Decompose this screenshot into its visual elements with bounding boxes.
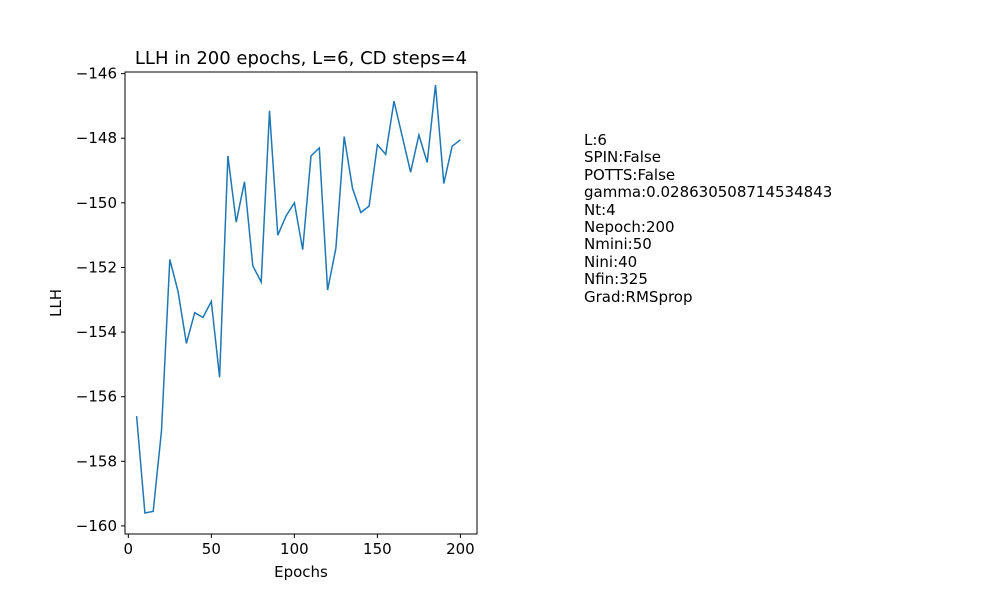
param-gamma: gamma:0.028630508714534843	[584, 183, 833, 202]
y-tick-label: −154	[76, 323, 117, 341]
x-axis: 0 50 100 150 200	[124, 534, 475, 558]
param-nmini: Nmini:50	[584, 235, 652, 254]
y-tick-label: −146	[76, 65, 117, 83]
y-tick-label: −152	[76, 258, 117, 276]
y-tick-label: −160	[76, 517, 117, 535]
param-grad: Grad:RMSprop	[584, 287, 693, 306]
y-axis: −160 −158 −156 −154 −152 −150 −148 −146	[76, 65, 125, 535]
y-tick-label: −158	[76, 452, 117, 470]
param-nfin: Nfin:325	[584, 270, 648, 289]
plot-frame	[124, 71, 478, 535]
x-axis-label: Epochs	[274, 563, 328, 581]
y-tick-label: −156	[76, 388, 117, 406]
param-l: L:6	[584, 131, 607, 149]
parameters-panel: L:6 SPIN:False POTTS:False gamma:0.02863…	[584, 131, 833, 306]
y-tick-label: −148	[76, 129, 117, 147]
x-tick-label: 200	[446, 540, 475, 558]
x-tick-label: 150	[363, 540, 392, 558]
param-nepoch: Nepoch:200	[584, 218, 675, 237]
y-axis-label: LLH	[47, 289, 65, 317]
y-tick-label: −150	[76, 194, 117, 212]
llh-series-line	[135, 84, 461, 514]
chart-title: LLH in 200 epochs, L=6, CD steps=4	[135, 48, 467, 69]
param-potts: POTTS:False	[584, 165, 676, 184]
param-nini: Nini:40	[584, 252, 638, 271]
x-tick-label: 100	[280, 540, 309, 558]
param-nt: Nt:4	[584, 200, 616, 219]
data-points	[136, 84, 461, 514]
x-tick-label: 0	[124, 540, 134, 558]
x-tick-label: 50	[202, 540, 221, 558]
param-spin: SPIN:False	[584, 148, 661, 167]
